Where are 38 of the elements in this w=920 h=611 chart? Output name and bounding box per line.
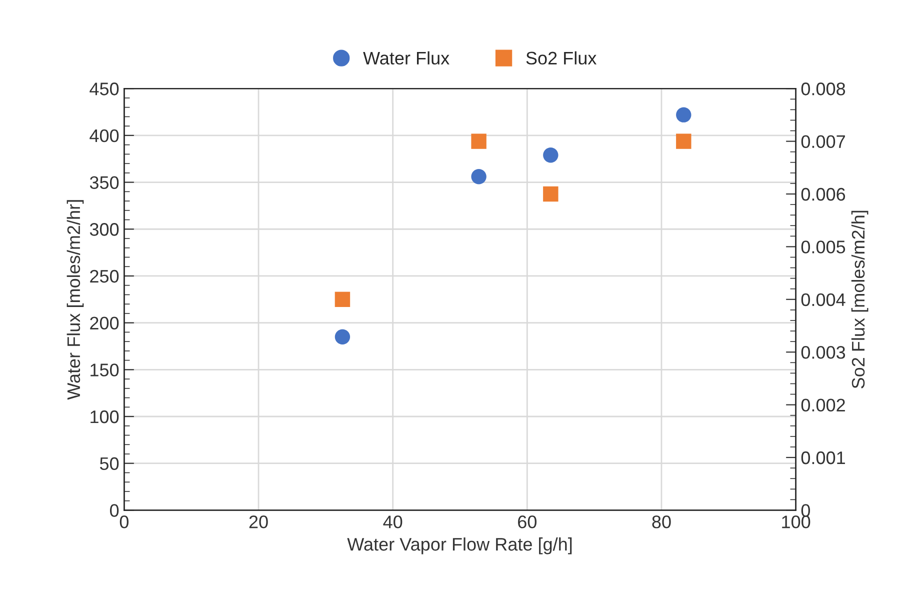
y-tick-label: 200 (90, 316, 119, 330)
x-tick-label: 80 (652, 516, 671, 528)
y2-tick-label: 0.005 (801, 240, 846, 254)
y-tick-label: 400 (90, 129, 119, 142)
point (676, 107, 692, 122)
x-tick-label: 40 (383, 516, 402, 528)
legend-label: Water Flux (363, 51, 450, 65)
point (334, 292, 350, 307)
y-tick-label: 250 (90, 270, 119, 283)
y-tick-label: 450 (90, 82, 119, 96)
point (543, 186, 558, 202)
point (676, 134, 692, 149)
y2-tick-label: 0.002 (801, 398, 845, 412)
y2-tick-label: 0.003 (801, 346, 846, 359)
x-tick-label: 60 (518, 516, 536, 528)
y2-tick-label: 0.006 (801, 188, 846, 201)
y-tick-label: 0 (110, 504, 119, 517)
y-tick-label: 50 (100, 457, 119, 470)
y2-tick-label: 0.008 (801, 82, 846, 96)
y2-axis-title: So2 Flux [moles/m2/h] (851, 210, 868, 388)
y-tick-label: 100 (90, 410, 119, 424)
point (334, 329, 350, 344)
y-tick-label: 150 (90, 364, 119, 376)
legend-label: So2 Flux (526, 51, 597, 65)
x-tick-label: 0 (120, 516, 129, 528)
y-axis-title: Water Flux [moles/m2/hr] (66, 200, 84, 400)
y2-tick-label: 0.001 (801, 451, 845, 464)
point (543, 148, 558, 163)
x-tick-label: 20 (249, 516, 268, 528)
y2-tick-label: 0.007 (801, 135, 845, 148)
y2-tick-label: 0.004 (801, 293, 846, 306)
y2-tick-label: 0 (801, 504, 810, 517)
y-tick-label: 350 (90, 176, 119, 189)
point (471, 169, 486, 184)
x-tick-label: 100 (782, 516, 810, 528)
point (471, 134, 486, 149)
y-tick-label: 300 (90, 223, 119, 236)
x-axis-title: Water Vapor Flow Rate [g/h] (347, 537, 572, 554)
